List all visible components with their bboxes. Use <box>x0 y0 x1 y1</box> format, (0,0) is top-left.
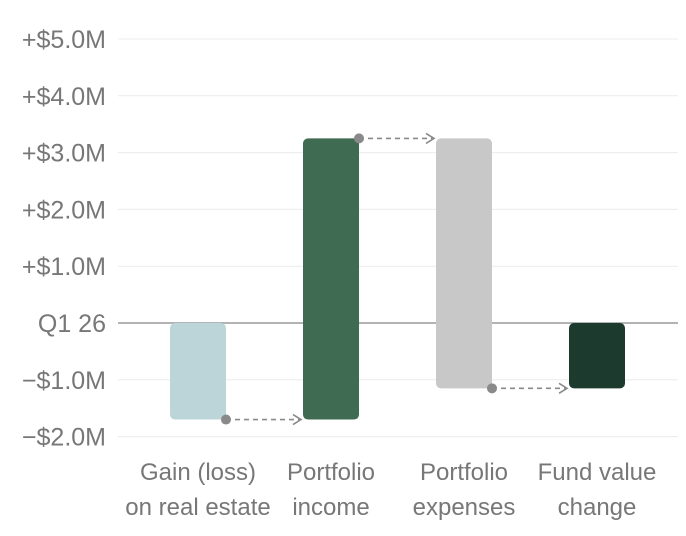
y-tick-label: Q1 26 <box>38 310 106 338</box>
y-tick-label: +$2.0M <box>22 196 106 224</box>
connector-arrowhead <box>425 132 436 145</box>
connector-arrowhead <box>558 382 569 394</box>
x-category-label-line: Portfolio <box>287 459 375 486</box>
x-category-label: Portfolio expenses <box>413 459 516 521</box>
y-tick-label: −$1.0M <box>22 367 106 395</box>
x-category-label-line: Gain (loss) <box>140 459 256 486</box>
bar-0 <box>170 323 226 420</box>
x-category-label: Fund value change <box>538 459 657 521</box>
bar-3 <box>569 323 625 389</box>
x-category-label-line: change <box>558 494 637 521</box>
connector-arrowhead <box>292 413 303 426</box>
connector-dot <box>221 414 231 425</box>
y-tick-label: −$2.0M <box>22 424 106 452</box>
y-tick-label: +$1.0M <box>22 253 106 281</box>
bar-1 <box>303 138 359 420</box>
x-category-label: Portfolio income <box>287 459 375 521</box>
bar-2 <box>436 138 492 389</box>
connector-2 <box>487 382 569 394</box>
connector-1 <box>354 132 436 145</box>
x-category-label-line: expenses <box>413 494 516 521</box>
y-tick-label: +$3.0M <box>22 140 106 168</box>
connector-dot <box>354 133 364 144</box>
connector-0 <box>221 413 303 426</box>
x-category-label-line: Fund value <box>538 459 657 486</box>
x-category-label: Gain (loss) on real estate <box>125 459 270 521</box>
x-axis-category-labels: Gain (loss) on real estate Portfolio income… <box>125 459 656 521</box>
connectors <box>221 132 569 426</box>
x-category-label-line: on real estate <box>125 494 270 521</box>
x-category-label-line: income <box>292 494 369 521</box>
connector-dot <box>487 383 497 394</box>
y-axis-tick-labels: +$5.0M +$4.0M +$3.0M +$2.0M +$1.0M Q1 26 −$1.0… <box>22 26 106 452</box>
bars <box>170 138 625 420</box>
y-tick-label: +$5.0M <box>22 26 106 54</box>
x-category-label-line: Portfolio <box>420 459 508 486</box>
y-tick-label: +$4.0M <box>22 83 106 111</box>
